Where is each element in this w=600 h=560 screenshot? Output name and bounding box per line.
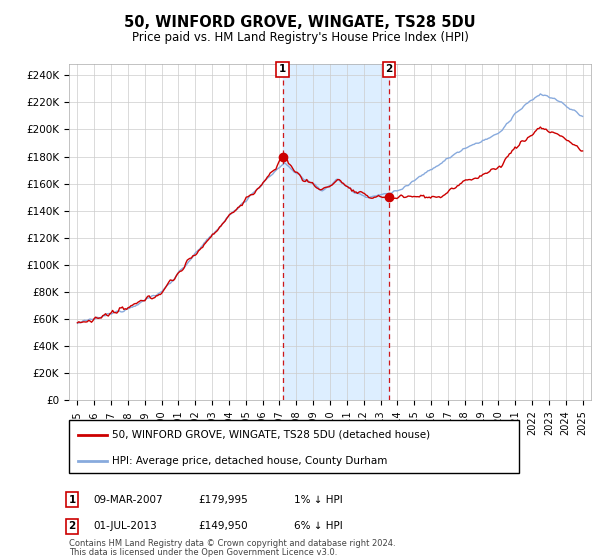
Text: £179,995: £179,995 xyxy=(198,494,248,505)
Text: 2: 2 xyxy=(68,521,76,531)
Text: Contains HM Land Registry data © Crown copyright and database right 2024.: Contains HM Land Registry data © Crown c… xyxy=(69,539,395,548)
Text: HPI: Average price, detached house, County Durham: HPI: Average price, detached house, Coun… xyxy=(112,456,387,466)
FancyBboxPatch shape xyxy=(69,420,519,473)
Text: 6% ↓ HPI: 6% ↓ HPI xyxy=(294,521,343,531)
Text: 50, WINFORD GROVE, WINGATE, TS28 5DU (detached house): 50, WINFORD GROVE, WINGATE, TS28 5DU (de… xyxy=(112,430,430,440)
Text: 50, WINFORD GROVE, WINGATE, TS28 5DU: 50, WINFORD GROVE, WINGATE, TS28 5DU xyxy=(124,15,476,30)
Text: Price paid vs. HM Land Registry's House Price Index (HPI): Price paid vs. HM Land Registry's House … xyxy=(131,31,469,44)
Bar xyxy=(283,64,389,400)
Text: 1: 1 xyxy=(279,64,286,74)
Text: 09-MAR-2007: 09-MAR-2007 xyxy=(93,494,163,505)
Text: 1% ↓ HPI: 1% ↓ HPI xyxy=(294,494,343,505)
Text: 2: 2 xyxy=(385,64,392,74)
Text: £149,950: £149,950 xyxy=(198,521,248,531)
Text: This data is licensed under the Open Government Licence v3.0.: This data is licensed under the Open Gov… xyxy=(69,548,337,557)
Text: 1: 1 xyxy=(68,494,76,505)
Text: 01-JUL-2013: 01-JUL-2013 xyxy=(93,521,157,531)
